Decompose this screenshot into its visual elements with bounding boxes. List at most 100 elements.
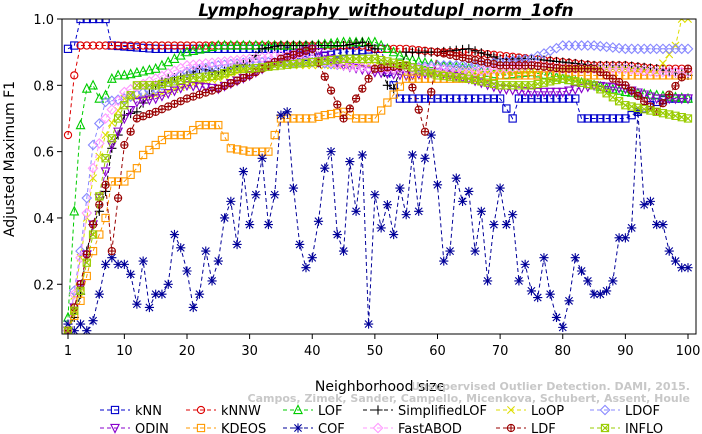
x-tick-label-10: 10 xyxy=(116,344,133,359)
point-KDEOS-k95 xyxy=(652,71,661,80)
point-ODIN-k81 xyxy=(564,86,575,97)
legend-label-FastABOD: FastABOD xyxy=(398,422,462,434)
point-ODIN-k94 xyxy=(645,92,656,103)
point-KDEOS-k93 xyxy=(640,71,649,80)
point-KDEOS-k11 xyxy=(126,170,135,179)
point-COF-k69 xyxy=(489,219,499,230)
point-COF-k12 xyxy=(132,299,142,309)
legend-label-kNNW: kNNW xyxy=(221,404,261,419)
point-ODIN-k16 xyxy=(156,91,167,102)
series-line-LDF xyxy=(67,48,689,331)
point-COF-k74 xyxy=(520,259,530,269)
point-KDEOS-k37 xyxy=(289,114,298,123)
point-LOF-k22 xyxy=(194,43,205,54)
point-LDF-k47 xyxy=(351,94,361,103)
point-COF-k41 xyxy=(313,216,324,226)
point-KDEOS-k47 xyxy=(351,114,361,123)
point-LDF-k91 xyxy=(627,86,636,95)
point-ODIN-k75 xyxy=(526,87,537,98)
point-SimplifiedLOF-k45 xyxy=(338,40,349,51)
point-COF-k63 xyxy=(451,173,461,183)
point-INFLO-k9 xyxy=(113,114,123,123)
point-LOF-k51 xyxy=(376,39,387,50)
point-COF-k82 xyxy=(570,253,580,263)
point-KDEOS-k70 xyxy=(495,71,505,80)
series-INFLO xyxy=(63,54,693,334)
point-LDF-k77 xyxy=(539,62,549,71)
point-KDEOS-k75 xyxy=(527,71,536,80)
point-kNN-k60 xyxy=(433,94,442,103)
point-KDEOS-k54 xyxy=(395,82,405,91)
point-FastABOD-k94 xyxy=(645,66,656,77)
point-kNNW-k20 xyxy=(182,41,192,50)
point-COF-k9 xyxy=(113,259,123,269)
point-COF-k45 xyxy=(338,246,349,256)
point-LOF-k89 xyxy=(614,84,625,95)
point-LDF-k6 xyxy=(95,200,104,209)
point-KDEOS-k17 xyxy=(164,130,173,140)
point-kNN-k76 xyxy=(533,94,542,103)
point-LoOP-k5 xyxy=(89,174,98,183)
point-LDF-k98 xyxy=(671,81,680,91)
point-KDEOS-k91 xyxy=(627,71,636,80)
point-COF-k46 xyxy=(345,156,355,167)
x-tick-label-40: 40 xyxy=(304,344,321,359)
point-KDEOS-k20 xyxy=(182,130,192,140)
point-kNN-k3 xyxy=(76,19,85,24)
point-ODIN-k80 xyxy=(557,87,568,98)
point-LDOF-k100 xyxy=(682,43,694,55)
point-LDF-k40 xyxy=(308,44,317,53)
legend-item-LDOF: LDOF xyxy=(590,404,660,419)
point-COF-k1 xyxy=(63,319,73,329)
point-ODIN-k54 xyxy=(394,70,405,81)
point-LDF-k43 xyxy=(326,86,336,95)
point-SimplifiedLOF-k52 xyxy=(382,80,392,90)
legend-item-ODIN: ODIN xyxy=(100,422,169,434)
point-COF-k44 xyxy=(332,229,342,240)
point-COF-k39 xyxy=(301,263,311,273)
point-COF-k78 xyxy=(545,289,555,299)
point-KDEOS-k25 xyxy=(214,120,223,130)
point-COF-k42 xyxy=(320,163,330,173)
point-kNNW-k23 xyxy=(201,41,210,50)
legend-marker-ODIN xyxy=(110,423,120,434)
point-KDEOS-k22 xyxy=(195,120,204,130)
point-ODIN-k20 xyxy=(181,81,192,92)
point-LOF-k2 xyxy=(69,205,80,216)
x-tick-label-70: 70 xyxy=(492,344,509,359)
point-LDF-k30 xyxy=(245,71,254,80)
point-INFLO-k2 xyxy=(70,306,79,315)
point-COF-k87 xyxy=(601,286,612,296)
point-SimplifiedLOF-k46 xyxy=(345,39,355,50)
point-LoOP-k99 xyxy=(677,19,686,23)
watermark-line-1: Unsupervised Outlier Detection. DAMI, 20… xyxy=(411,380,690,393)
point-COF-k59 xyxy=(426,130,436,140)
point-KDEOS-k49 xyxy=(364,114,373,123)
point-LDF-k4 xyxy=(82,250,91,259)
point-kNN-k69 xyxy=(489,94,499,103)
point-COF-k4 xyxy=(82,326,92,334)
point-kNNW-k13 xyxy=(139,41,148,50)
point-LOF-k25 xyxy=(213,39,224,50)
point-ODIN-k19 xyxy=(175,83,186,94)
point-LDF-k42 xyxy=(320,72,329,81)
point-KDEOS-k56 xyxy=(408,74,417,83)
point-LOF-k3 xyxy=(75,119,86,130)
point-COF-k62 xyxy=(445,246,455,256)
y-tick-label-0.8: 0.8 xyxy=(33,79,54,94)
point-ODIN-k95 xyxy=(651,94,662,105)
point-FastABOD-k61 xyxy=(438,64,450,75)
point-LDF-k89 xyxy=(614,77,624,87)
plot-area xyxy=(62,19,694,334)
legend-marker-kNN xyxy=(110,405,120,415)
point-COF-k22 xyxy=(194,289,205,299)
point-LDF-k96 xyxy=(658,99,668,108)
point-LDF-k46 xyxy=(345,104,354,113)
point-LDF-k85 xyxy=(589,64,599,73)
point-FastABOD-k5 xyxy=(87,162,99,174)
point-LOF-k57 xyxy=(413,55,424,66)
point-ODIN-k12 xyxy=(131,97,142,108)
point-LOF-k10 xyxy=(119,69,130,80)
point-kNN-k16 xyxy=(157,44,167,53)
point-FastABOD-k93 xyxy=(638,65,650,77)
